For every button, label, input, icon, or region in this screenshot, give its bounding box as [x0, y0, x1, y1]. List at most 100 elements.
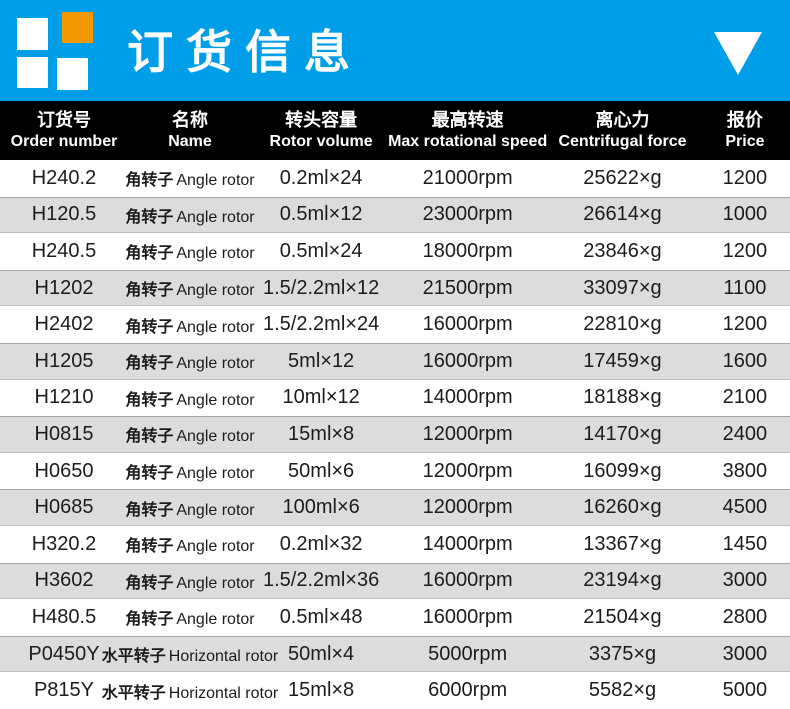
price-cell: 1000	[722, 203, 768, 226]
table-row: H1202 角转子 Angle rotor 1.5/2.2ml×12 21500…	[0, 269, 790, 307]
rotor-name-zh: 角转子	[125, 318, 174, 336]
rotor-name-cell: 角转子 Angle rotor	[125, 349, 255, 373]
logo-square-orange	[62, 12, 93, 43]
max-speed-cell: 16000rpm	[422, 569, 513, 592]
rotor-name-zh: 角转子	[125, 208, 174, 226]
rotor-volume-cell: 15ml×8	[288, 422, 355, 445]
order-number-cell: H320.2	[31, 532, 97, 555]
rotor-volume-cell: 0.5ml×48	[279, 605, 363, 628]
rotor-name-zh: 角转子	[125, 574, 174, 592]
table-row: P815Y 水平转子 Horizontal rotor 15ml×8 6000r…	[0, 672, 790, 709]
rotor-volume-cell: 50ml×4	[288, 642, 355, 665]
rotor-name-cell: 水平转子 Horizontal rotor	[102, 642, 278, 666]
logo-square-bottom-left	[17, 57, 48, 88]
price-cell: 3000	[722, 569, 768, 592]
column-header-rotor-volume: 转头容量 Rotor volume	[252, 101, 390, 160]
table-row: H2402 角转子 Angle rotor 1.5/2.2ml×24 16000…	[0, 306, 790, 343]
rotor-name-cell: 角转子 Angle rotor	[125, 605, 254, 629]
price-cell: 1450	[722, 532, 768, 555]
price-cell: 1200	[722, 166, 768, 189]
rotor-name-en: Angle rotor	[176, 208, 255, 226]
centrifugal-force-cell: 18188×g	[583, 386, 662, 409]
price-cell: 1600	[722, 349, 768, 372]
column-header-zh: 最高转速	[431, 110, 504, 131]
table-row: P0450Y 水平转子 Horizontal rotor 50ml×4 5000…	[0, 635, 790, 673]
max-speed-cell: 21000rpm	[422, 166, 513, 189]
rotor-name-zh: 角转子	[125, 465, 174, 483]
rotor-name-zh: 角转子	[125, 282, 174, 300]
column-header-price: 报价 Price	[700, 101, 790, 160]
rotor-volume-cell: 0.2ml×24	[279, 166, 363, 189]
rotor-name-cell: 水平转子 Horizontal rotor	[102, 679, 278, 703]
table-row: H240.5 角转子 Angle rotor 0.5ml×24 18000rpm…	[0, 233, 790, 270]
centrifugal-force-cell: 16260×g	[583, 496, 662, 519]
centrifugal-force-cell: 5582×g	[588, 679, 657, 702]
column-header-en: Name	[168, 132, 212, 150]
rotor-name-en: Angle rotor	[176, 538, 255, 556]
column-header-en: Max rotational speed	[388, 132, 548, 150]
centrifugal-force-cell: 13367×g	[583, 532, 662, 555]
rotor-volume-cell: 0.2ml×32	[279, 532, 363, 555]
rotor-volume-cell: 5ml×12	[288, 349, 355, 372]
order-number-cell: P0450Y	[28, 642, 100, 665]
centrifugal-force-cell: 23194×g	[583, 569, 662, 592]
rotor-name-cell: 角转子 Angle rotor	[125, 276, 254, 300]
rotor-name-zh: 角转子	[125, 245, 174, 263]
rotor-name-zh: 角转子	[125, 355, 174, 373]
rotor-name-cell: 角转子 Angle rotor	[125, 532, 255, 556]
column-header-en: Centrifugal force	[558, 132, 687, 150]
max-speed-cell: 16000rpm	[422, 605, 513, 628]
order-number-cell: H0815	[34, 422, 94, 445]
rotor-volume-cell: 1.5/2.2ml×24	[263, 313, 380, 336]
column-header-en: Rotor volume	[269, 132, 373, 150]
rotor-name-zh: 角转子	[125, 611, 174, 629]
order-number-cell: H0650	[34, 459, 94, 482]
rotor-volume-cell: 0.5ml×12	[279, 203, 363, 226]
max-speed-cell: 23000rpm	[422, 203, 513, 226]
rotor-name-en: Angle rotor	[176, 465, 255, 483]
centrifugal-force-cell: 26614×g	[583, 203, 662, 226]
rotor-name-en: Angle rotor	[176, 355, 255, 373]
rotor-name-en: Angle rotor	[176, 391, 255, 409]
price-cell: 1200	[722, 313, 768, 336]
column-header-centrifugal-force: 离心力 Centrifugal force	[545, 101, 700, 160]
max-speed-cell: 16000rpm	[422, 349, 513, 372]
price-cell: 5000	[722, 679, 768, 702]
rotor-name-zh: 水平转子	[101, 648, 166, 666]
max-speed-cell: 16000rpm	[422, 313, 513, 336]
centrifugal-force-cell: 16099×g	[583, 459, 662, 482]
rotor-name-en: Angle rotor	[176, 501, 255, 519]
table-body: H240.2 角转子 Angle rotor 0.2ml×24 21000rpm…	[0, 160, 790, 709]
column-header-name: 名称 Name	[128, 101, 252, 160]
centrifugal-force-cell: 21504×g	[583, 605, 662, 628]
table-row: H3602 角转子 Angle rotor 1.5/2.2ml×36 16000…	[0, 562, 790, 600]
triangle-down-icon[interactable]	[714, 32, 762, 75]
order-number-cell: H2402	[34, 313, 94, 336]
price-cell: 4500	[722, 496, 768, 519]
centrifugal-force-cell: 22810×g	[583, 313, 662, 336]
centrifugal-force-cell: 33097×g	[583, 276, 662, 299]
max-speed-cell: 18000rpm	[422, 239, 513, 262]
rotor-name-zh: 角转子	[125, 428, 174, 446]
rotor-name-en: Angle rotor	[176, 318, 255, 336]
price-cell: 1200	[722, 239, 768, 262]
rotor-volume-cell: 0.5ml×24	[279, 239, 363, 262]
max-speed-cell: 12000rpm	[422, 422, 513, 445]
order-number-cell: H0685	[34, 496, 94, 519]
order-number-cell: H1205	[34, 349, 94, 372]
table-row: H320.2 角转子 Angle rotor 0.2ml×32 14000rpm…	[0, 525, 790, 563]
order-number-cell: H1202	[34, 276, 94, 299]
rotor-name-cell: 角转子 Angle rotor	[125, 496, 255, 520]
price-cell: 2400	[722, 422, 768, 445]
max-speed-cell: 14000rpm	[422, 386, 513, 409]
column-header-en: Price	[725, 132, 765, 150]
rotor-name-zh: 角转子	[125, 501, 174, 519]
table-row: H480.5 角转子 Angle rotor 0.5ml×48 16000rpm…	[0, 599, 790, 636]
column-header-zh: 名称	[171, 110, 208, 131]
table-row: H240.2 角转子 Angle rotor 0.2ml×24 21000rpm…	[0, 160, 790, 197]
rotor-name-cell: 角转子 Angle rotor	[125, 313, 255, 337]
brand-logo	[0, 0, 110, 101]
rotor-name-cell: 角转子 Angle rotor	[125, 239, 254, 263]
centrifugal-force-cell: 17459×g	[583, 349, 662, 372]
